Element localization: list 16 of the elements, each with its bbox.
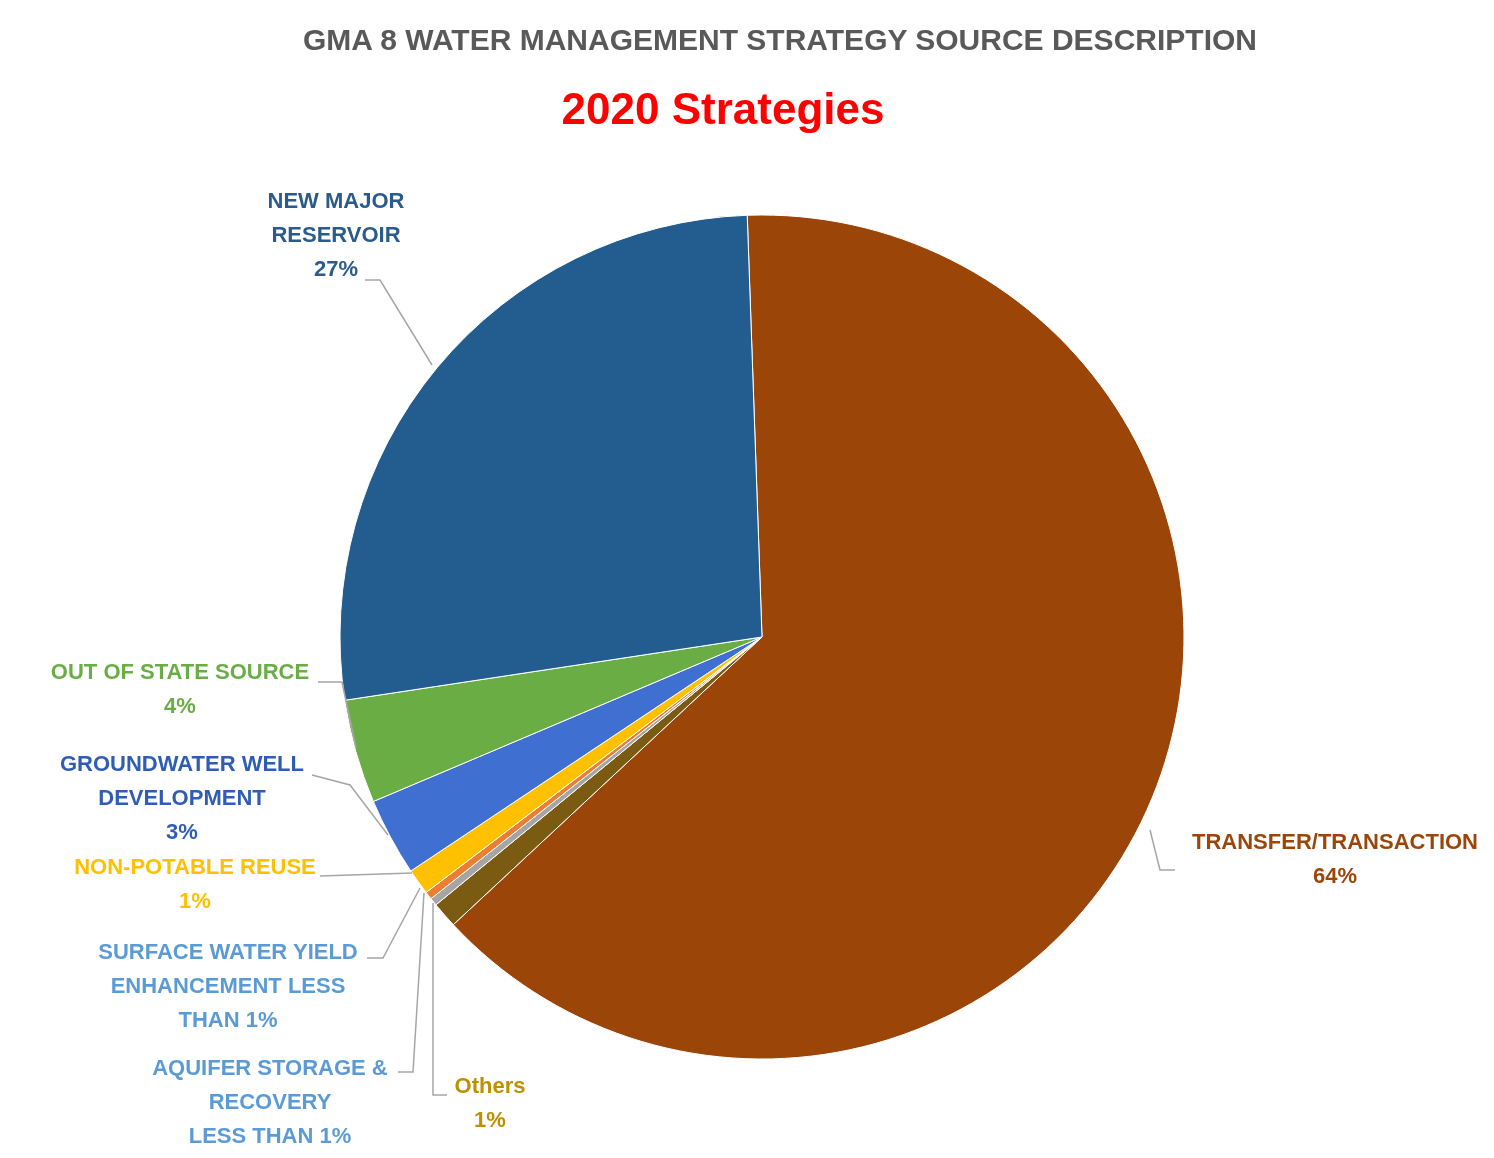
data-label: 27% bbox=[313, 255, 359, 281]
data-label: 64% bbox=[1312, 862, 1358, 888]
slice-label: GROUNDWATER WELL DEVELOPMENT bbox=[59, 750, 305, 810]
data-label: 4% bbox=[164, 692, 196, 718]
data-label: 1% bbox=[179, 887, 211, 913]
slice-label: NEW MAJOR RESERVOIR bbox=[267, 187, 405, 247]
slice-label: OUT OF STATE SOURCE bbox=[50, 658, 310, 684]
data-label: 3% bbox=[166, 818, 198, 844]
chart-subtitle: 2020 Strategies bbox=[561, 83, 885, 133]
slice-label: NON-POTABLE REUSE bbox=[74, 853, 316, 879]
chart-title: GMA 8 WATER MANAGEMENT STRATEGY SOURCE DESCRIPTION bbox=[303, 22, 1257, 56]
slice-label: TRANSFER/TRANSACTION bbox=[1192, 828, 1478, 854]
data-label: 1% bbox=[474, 1106, 506, 1132]
slice-label: Others bbox=[454, 1072, 526, 1098]
slice-label: SURFACE WATER YIELD ENHANCEMENT LESS THAN 1% bbox=[98, 938, 358, 1032]
slice-label: AQUIFER STORAGE & RECOVERY LESS THAN 1% bbox=[152, 1054, 388, 1148]
